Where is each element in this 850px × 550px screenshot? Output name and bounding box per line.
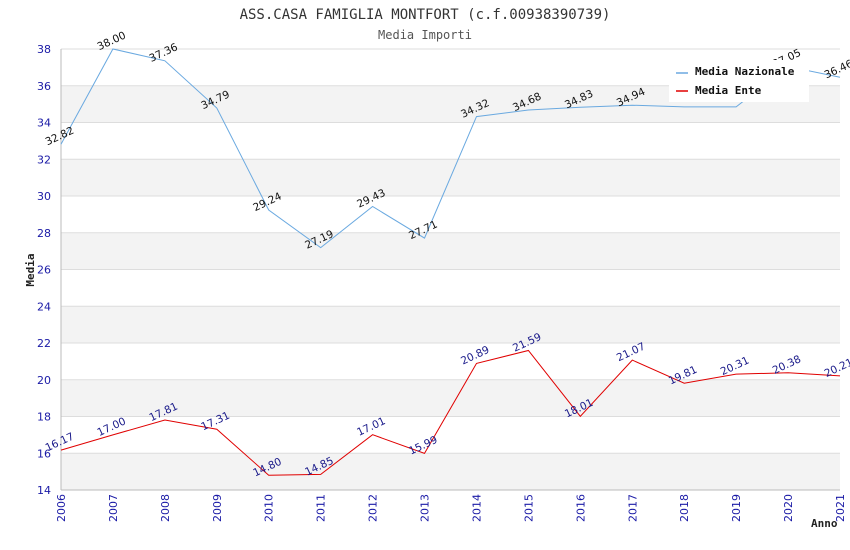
data-label: 20.21 [823, 356, 850, 380]
legend-box [669, 60, 809, 102]
x-tick-label: 2016 [574, 494, 587, 522]
data-label: 21.07 [615, 341, 647, 365]
x-tick-label: 2017 [626, 494, 639, 522]
grid-band [61, 453, 840, 490]
y-tick-label: 36 [37, 80, 51, 93]
y-tick-label: 32 [37, 153, 51, 166]
chart-title: ASS.CASA FAMIGLIA MONTFORT (c.f.00938390… [240, 7, 611, 23]
x-tick-label: 2014 [470, 494, 483, 522]
data-label: 36.46 [823, 58, 850, 82]
data-label: 37.36 [147, 41, 180, 65]
y-tick-label: 22 [37, 337, 51, 350]
grid-lines [61, 48, 840, 491]
y-tick-label: 18 [37, 411, 51, 424]
y-tick-label: 28 [37, 227, 51, 240]
y-tick-label: 38 [37, 43, 51, 56]
grid-band [61, 232, 840, 270]
x-tick-label: 2011 [315, 494, 328, 522]
series-line [60, 48, 841, 249]
x-tick-label: 2019 [730, 494, 743, 522]
x-tick-label: 2015 [522, 494, 535, 522]
x-tick-label: 2018 [678, 494, 691, 522]
series-line [60, 349, 841, 476]
x-tick-labels: 2006 2007 2008 2009 2010 2011 2012 2013 2014 2015… [55, 494, 847, 522]
x-tick-label: 2013 [419, 494, 432, 522]
data-label: 16.17 [44, 431, 76, 455]
x-tick-label: 2006 [55, 494, 68, 522]
grid-band [61, 379, 840, 417]
y-tick-label: 26 [37, 264, 51, 277]
legend-label-ente: Media Ente [695, 84, 762, 97]
x-tick-label: 2021 [834, 494, 847, 522]
legend-label-nazionale: Media Nazionale [695, 65, 795, 78]
x-tick-label: 2007 [107, 494, 120, 522]
x-tick-label: 2008 [159, 494, 172, 522]
grid-band [61, 306, 840, 343]
data-label: 20.89 [459, 344, 491, 368]
x-tick-label: 2012 [367, 494, 380, 522]
legend: Media Nazionale Media Ente [669, 60, 809, 102]
y-tick-labels: 14 16 18 20 22 24 26 28 30 32 34 36 38 [37, 43, 51, 497]
grid-bands [61, 85, 840, 490]
y-tick-label: 16 [37, 447, 51, 460]
data-label: 38.00 [96, 29, 128, 53]
x-axis-label: Anno [811, 517, 838, 530]
y-tick-label: 20 [37, 374, 51, 387]
y-tick-label: 14 [37, 484, 51, 497]
y-axis-label: Media [24, 253, 37, 286]
x-tick-label: 2009 [211, 494, 224, 522]
x-tick-label: 2010 [263, 494, 276, 522]
y-tick-label: 24 [37, 300, 51, 313]
chart-subtitle: Media Importi [378, 28, 472, 42]
y-tick-label: 30 [37, 190, 51, 203]
y-tick-label: 34 [37, 117, 51, 130]
x-tick-label: 2020 [782, 494, 795, 522]
